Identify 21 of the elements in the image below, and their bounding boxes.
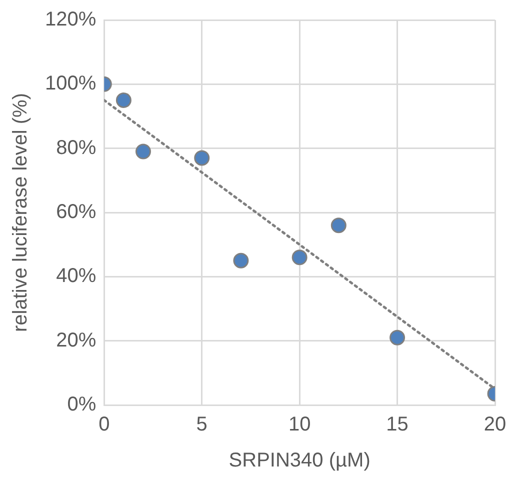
point (135, 144, 151, 160)
point (194, 150, 210, 166)
x-tick-label: 20 (484, 414, 506, 436)
y-tick-label: 40% (56, 265, 96, 288)
x-tick-label: 15 (386, 414, 408, 436)
x-tick-label: 0 (98, 414, 110, 436)
y-axis-title: relative luciferase level (%) (10, 93, 32, 332)
point (330, 218, 346, 234)
x-tick-label: 10 (288, 414, 311, 436)
point (233, 252, 249, 268)
y-tick-label: 60% (56, 201, 96, 224)
point (116, 92, 132, 108)
y-tick-label: 20% (56, 329, 96, 352)
x-axis-title: SRPIN340 (µM) (228, 450, 370, 472)
y-tick-label: 0% (67, 394, 96, 416)
point (292, 250, 308, 266)
x-tick-label: 5 (196, 414, 208, 436)
point (390, 330, 406, 346)
y-tick-label: 120% (44, 8, 96, 31)
y-tick-label: 80% (56, 136, 96, 159)
y-tick-label: 100% (44, 72, 96, 95)
